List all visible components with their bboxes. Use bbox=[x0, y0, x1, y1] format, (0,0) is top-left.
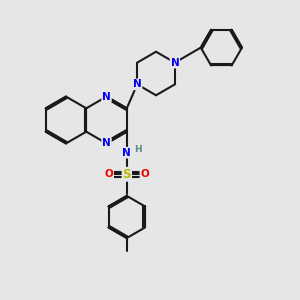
Text: N: N bbox=[133, 80, 142, 89]
Text: H: H bbox=[134, 145, 142, 154]
Text: S: S bbox=[122, 168, 131, 181]
Text: O: O bbox=[104, 169, 113, 179]
Text: N: N bbox=[122, 148, 131, 158]
Text: N: N bbox=[102, 92, 111, 102]
Text: N: N bbox=[170, 58, 179, 68]
Text: N: N bbox=[102, 138, 111, 148]
Text: O: O bbox=[140, 169, 149, 179]
